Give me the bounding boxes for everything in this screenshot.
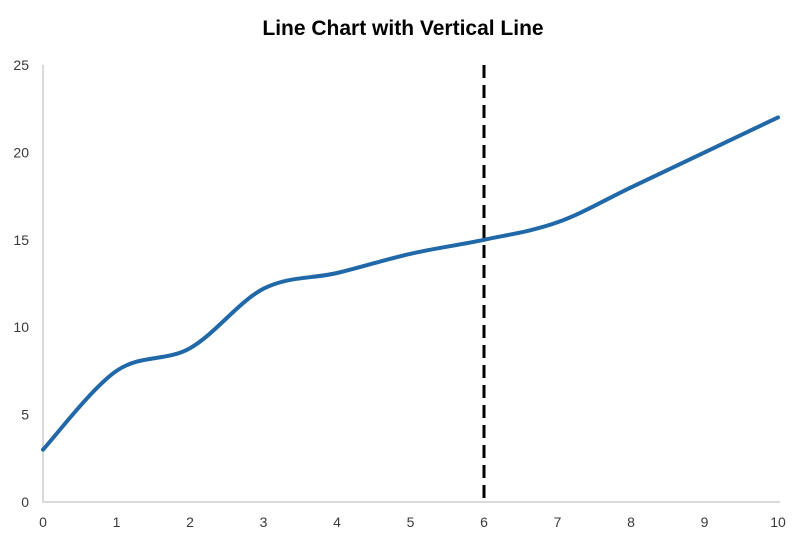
x-tick-label: 4 xyxy=(333,514,341,530)
y-tick-label: 0 xyxy=(21,494,29,510)
x-tick-label: 10 xyxy=(770,514,786,530)
x-tick-label: 9 xyxy=(701,514,709,530)
x-tick-label: 0 xyxy=(39,514,47,530)
x-tick-label: 2 xyxy=(186,514,194,530)
x-tick-label: 3 xyxy=(260,514,268,530)
x-tick-label: 8 xyxy=(627,514,635,530)
y-tick-label: 20 xyxy=(13,144,29,160)
x-tick-label: 1 xyxy=(113,514,121,530)
y-tick-label: 15 xyxy=(13,232,29,248)
x-tick-label: 6 xyxy=(480,514,488,530)
x-tick-label: 7 xyxy=(554,514,562,530)
y-tick-label: 10 xyxy=(13,319,29,335)
series-line xyxy=(41,115,780,452)
chart-title: Line Chart with Vertical Line xyxy=(262,17,544,40)
x-tick-label: 5 xyxy=(407,514,415,530)
y-tick-label: 5 xyxy=(21,407,29,423)
y-tick-label: 25 xyxy=(13,57,29,73)
